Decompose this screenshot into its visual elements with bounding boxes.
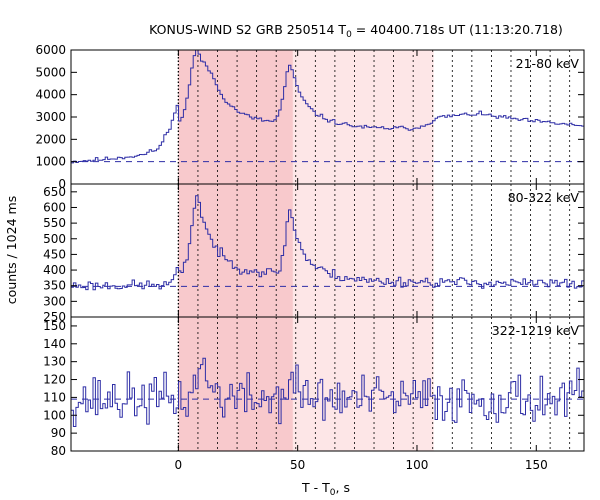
energy-band-label: 322-1219 keV [492, 323, 580, 338]
count-rate-curve [71, 195, 584, 291]
y-tick-label: 6000 [35, 43, 66, 57]
x-tick-label: 50 [290, 458, 305, 472]
y-tick-label: 120 [43, 373, 66, 387]
panel-3: 80 90 100 110 120 130 140 150 322-1219 keV [43, 316, 585, 458]
energy-band-label: 21-80 keV [516, 56, 580, 71]
count-rate-curve [71, 357, 584, 427]
y-tick-label: 140 [43, 337, 66, 351]
y-tick-label: 650 [43, 185, 66, 199]
y-tick-label: 0 [58, 177, 66, 191]
y-tick-label: 3000 [35, 110, 66, 124]
y-tick-label: 4000 [35, 88, 66, 102]
y-tick-label: 500 [43, 232, 66, 246]
energy-band-label: 80-322 keV [508, 190, 580, 205]
panel-1: 0 1000 2000 3000 4000 5000 6000 21-80 keV [35, 43, 585, 191]
y-tick-label: 400 [43, 263, 66, 277]
shaded-interval-1 [178, 317, 293, 451]
y-tick-label: 5000 [35, 65, 66, 79]
chart-title: KONUS-WIND S2 GRB 250514 T0 = 40400.718s… [149, 22, 563, 40]
x-tick-label: 0 [175, 458, 183, 472]
y-tick-label: 130 [43, 355, 66, 369]
y-tick-label: 100 [43, 408, 66, 422]
y-tick-label: 300 [43, 294, 66, 308]
shaded-interval-2 [292, 50, 434, 184]
panel-frame [70, 316, 585, 452]
y-axis-title: counts / 1024 ms [4, 196, 19, 304]
y-tick-label: 110 [43, 390, 66, 404]
x-tick-label: 150 [525, 458, 548, 472]
y-tick-label: 80 [51, 444, 66, 458]
y-tick-label: 90 [51, 426, 66, 440]
count-rate-curve [71, 49, 584, 164]
x-axis-title: T - T0, s [301, 480, 350, 498]
shaded-interval-2 [292, 317, 434, 451]
shaded-interval-1 [178, 184, 293, 317]
y-tick-label: 1000 [35, 155, 66, 169]
y-tick-label: 2000 [35, 132, 66, 146]
y-tick-label: 600 [43, 200, 66, 214]
y-tick-label: 250 [43, 310, 66, 324]
y-tick-label: 550 [43, 216, 66, 230]
shaded-interval-2 [292, 184, 434, 317]
x-tick-label: 100 [406, 458, 429, 472]
y-tick-label: 150 [43, 319, 66, 333]
y-tick-label: 450 [43, 247, 66, 261]
y-tick-label: 350 [43, 279, 66, 293]
